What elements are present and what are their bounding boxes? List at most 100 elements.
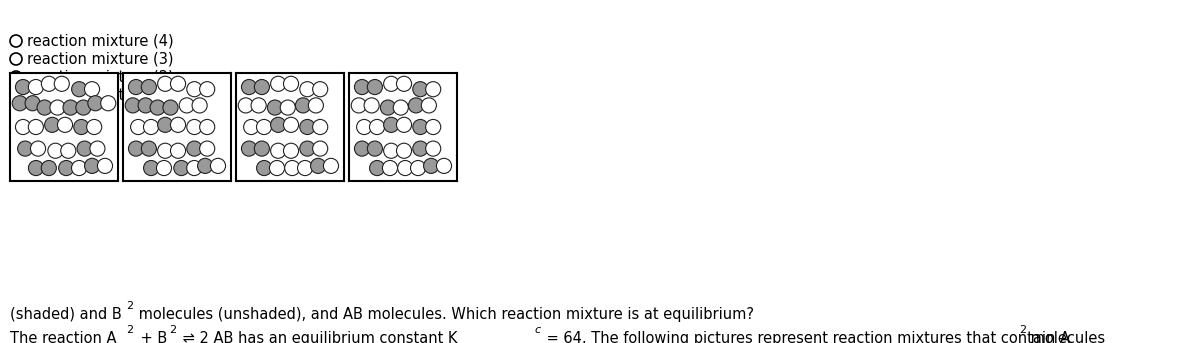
Circle shape <box>210 158 226 174</box>
Circle shape <box>58 117 72 132</box>
Text: reaction mixture (4): reaction mixture (4) <box>28 34 174 48</box>
Circle shape <box>29 161 43 176</box>
Circle shape <box>157 76 173 91</box>
Circle shape <box>125 98 140 113</box>
Circle shape <box>281 100 295 115</box>
Circle shape <box>138 98 154 113</box>
Circle shape <box>367 80 383 95</box>
Circle shape <box>10 35 22 47</box>
Circle shape <box>72 82 86 97</box>
Circle shape <box>426 82 440 97</box>
Circle shape <box>413 141 428 156</box>
Circle shape <box>354 141 370 156</box>
Circle shape <box>257 119 271 134</box>
Circle shape <box>50 100 65 115</box>
Circle shape <box>76 100 91 115</box>
Circle shape <box>380 100 396 115</box>
Circle shape <box>187 141 202 156</box>
Circle shape <box>90 141 104 156</box>
Circle shape <box>394 100 408 115</box>
Text: (3): (3) <box>280 127 300 141</box>
Circle shape <box>283 76 299 91</box>
Circle shape <box>271 117 286 132</box>
Circle shape <box>410 161 426 176</box>
Circle shape <box>426 141 440 156</box>
Circle shape <box>271 76 286 91</box>
Circle shape <box>283 143 299 158</box>
Circle shape <box>396 76 412 91</box>
Circle shape <box>298 161 313 176</box>
Circle shape <box>311 158 325 174</box>
Circle shape <box>396 117 412 132</box>
Text: (2): (2) <box>167 127 187 141</box>
Circle shape <box>426 119 440 134</box>
Text: 2: 2 <box>169 325 176 335</box>
Text: The reaction A: The reaction A <box>10 331 116 343</box>
Circle shape <box>170 117 186 132</box>
Circle shape <box>187 82 202 97</box>
Circle shape <box>44 117 60 132</box>
Circle shape <box>239 98 253 113</box>
Circle shape <box>251 98 266 113</box>
Circle shape <box>101 96 115 111</box>
Circle shape <box>16 119 30 134</box>
Circle shape <box>437 158 451 174</box>
Circle shape <box>308 98 324 113</box>
Circle shape <box>77 141 92 156</box>
Circle shape <box>128 80 144 95</box>
Text: 2: 2 <box>127 325 133 335</box>
Circle shape <box>187 119 202 134</box>
Circle shape <box>300 82 314 97</box>
Circle shape <box>192 98 208 113</box>
Circle shape <box>241 80 257 95</box>
Circle shape <box>257 161 271 176</box>
Circle shape <box>150 100 166 115</box>
Circle shape <box>271 143 286 158</box>
Circle shape <box>157 143 173 158</box>
Circle shape <box>41 76 56 91</box>
Circle shape <box>370 119 384 134</box>
Circle shape <box>10 89 22 101</box>
Circle shape <box>408 98 424 113</box>
Text: molecules: molecules <box>1026 331 1105 343</box>
Circle shape <box>254 80 270 95</box>
Circle shape <box>300 141 314 156</box>
Circle shape <box>241 141 257 156</box>
Circle shape <box>198 158 212 174</box>
Circle shape <box>383 161 397 176</box>
Circle shape <box>396 143 412 158</box>
Circle shape <box>72 161 86 176</box>
Circle shape <box>424 158 439 174</box>
Circle shape <box>170 76 186 91</box>
Text: reaction mixture (1): reaction mixture (1) <box>28 87 174 103</box>
Circle shape <box>144 161 158 176</box>
Circle shape <box>384 76 398 91</box>
Text: c: c <box>534 325 540 335</box>
Circle shape <box>313 141 328 156</box>
Circle shape <box>18 141 32 156</box>
Circle shape <box>421 98 437 113</box>
Circle shape <box>29 80 43 95</box>
Text: reaction mixture (3): reaction mixture (3) <box>28 51 174 67</box>
Circle shape <box>384 143 398 158</box>
Circle shape <box>157 117 173 132</box>
Circle shape <box>25 96 40 111</box>
Circle shape <box>142 141 156 156</box>
Circle shape <box>268 100 282 115</box>
Text: reaction mixture (2): reaction mixture (2) <box>28 70 174 84</box>
Circle shape <box>397 161 413 176</box>
Circle shape <box>370 161 385 176</box>
Text: (4): (4) <box>394 127 413 141</box>
Circle shape <box>199 141 215 156</box>
Circle shape <box>352 98 366 113</box>
Circle shape <box>163 100 178 115</box>
Circle shape <box>128 141 144 156</box>
Circle shape <box>73 119 89 134</box>
Circle shape <box>170 143 186 158</box>
Circle shape <box>199 119 215 134</box>
Text: (1): (1) <box>54 127 74 141</box>
Circle shape <box>10 53 22 65</box>
Circle shape <box>413 119 428 134</box>
Circle shape <box>86 119 102 134</box>
Circle shape <box>84 158 100 174</box>
